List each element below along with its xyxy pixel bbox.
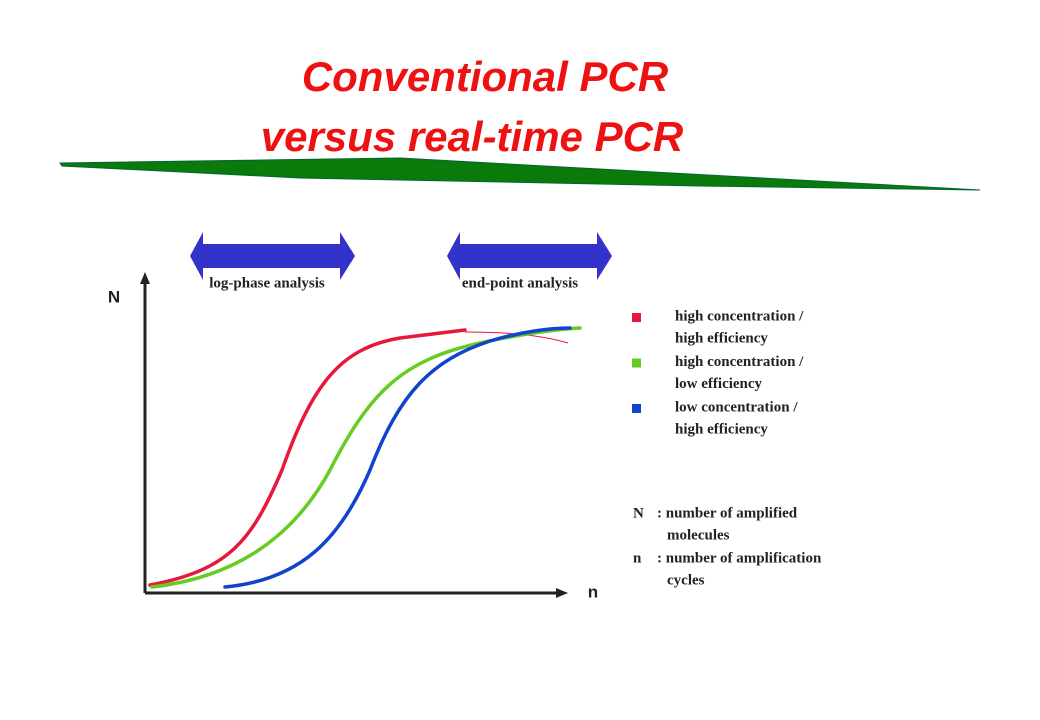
legend: high concentration / high efficiency high … — [632, 308, 804, 437]
definition-symbol: n — [633, 550, 642, 566]
legend-text: high concentration / — [675, 354, 804, 370]
legend-swatch — [632, 358, 641, 368]
definitions: N : number of amplified molecules n : number… — [633, 505, 822, 588]
curve — [223, 326, 572, 589]
legend-swatch — [632, 313, 641, 322]
title-line: versus real-time PCR — [261, 113, 684, 160]
legend-text: high efficiency — [675, 421, 768, 437]
title-line: Conventional PCR — [302, 53, 669, 100]
definition-text: : number of amplified — [657, 505, 798, 521]
legend-text: low concentration / — [675, 399, 798, 415]
curve — [150, 326, 582, 589]
legend-text: high concentration / — [675, 308, 804, 324]
axis-arrowhead — [556, 588, 568, 598]
axis-arrowhead — [140, 272, 150, 284]
definition-text: molecules — [667, 527, 730, 543]
double-arrow — [447, 232, 612, 280]
definition-text: cycles — [667, 572, 705, 588]
legend-swatch — [632, 404, 641, 413]
legend-text: high efficiency — [675, 330, 768, 346]
legend-text: low efficiency — [675, 376, 763, 392]
definition-text: : number of amplification — [657, 550, 822, 566]
definition-symbol: N — [633, 505, 644, 521]
double-arrow — [190, 232, 355, 280]
y-axis-label: N — [108, 287, 120, 306]
curve — [148, 328, 467, 587]
arrow-label: log-phase analysis — [209, 275, 325, 291]
axes — [140, 272, 568, 598]
x-axis-label: n — [588, 582, 598, 601]
title-underline — [59, 157, 981, 191]
arrow-label: end-point analysis — [462, 275, 578, 291]
